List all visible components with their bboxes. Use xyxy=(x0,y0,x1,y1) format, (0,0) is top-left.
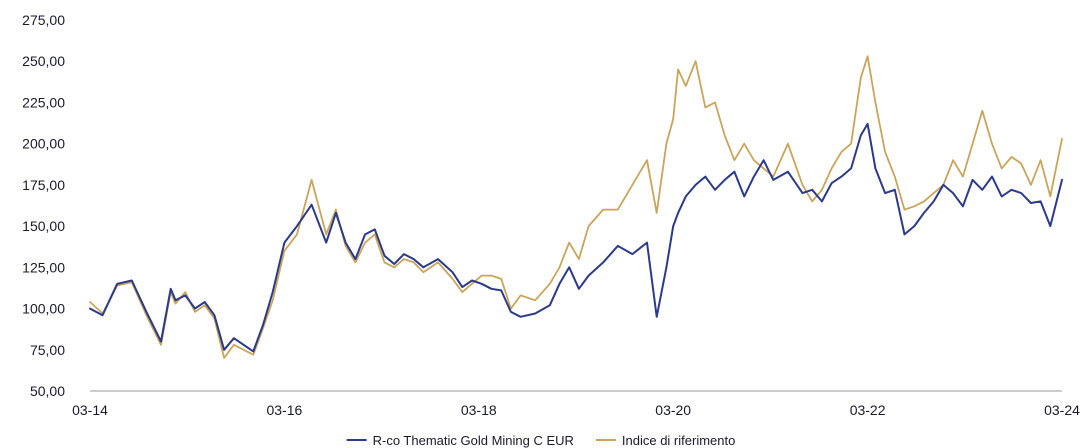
x-tick-label: 03-24 xyxy=(1044,402,1080,418)
y-tick-label: 275,00 xyxy=(22,12,65,28)
y-tick-label: 50,00 xyxy=(30,383,65,399)
y-axis-ticks: 275,00 250,00 225,00 200,00 175,00 150,00 125,… xyxy=(22,12,65,399)
x-tick-label: 03-22 xyxy=(850,402,886,418)
x-tick-label: 03-14 xyxy=(72,402,108,418)
legend-item: Indice di riferimento xyxy=(595,433,735,448)
series-layer xyxy=(89,55,1063,359)
y-tick-label: 225,00 xyxy=(22,94,65,110)
legend-label: R-co Thematic Gold Mining C EUR xyxy=(373,433,574,448)
series-line-benchmark xyxy=(89,55,1063,359)
y-tick-label: 200,00 xyxy=(22,136,65,152)
y-tick-label: 150,00 xyxy=(22,218,65,234)
legend: R-co Thematic Gold Mining C EUR Indice di… xyxy=(346,433,735,448)
x-tick-label: 03-20 xyxy=(655,402,691,418)
x-tick-label: 03-18 xyxy=(461,402,497,418)
y-tick-label: 100,00 xyxy=(22,301,65,317)
y-tick-label: 175,00 xyxy=(22,177,65,193)
series-line-fund xyxy=(89,122,1063,353)
y-tick-label: 75,00 xyxy=(30,342,65,358)
y-tick-label: 125,00 xyxy=(22,259,65,275)
legend-item: R-co Thematic Gold Mining C EUR xyxy=(346,433,574,448)
x-tick-label: 03-16 xyxy=(266,402,302,418)
legend-label: Indice di riferimento xyxy=(622,433,735,448)
x-axis-ticks: 03-14 03-16 03-18 03-20 03-22 03-24 xyxy=(72,402,1080,418)
y-tick-label: 250,00 xyxy=(22,53,65,69)
